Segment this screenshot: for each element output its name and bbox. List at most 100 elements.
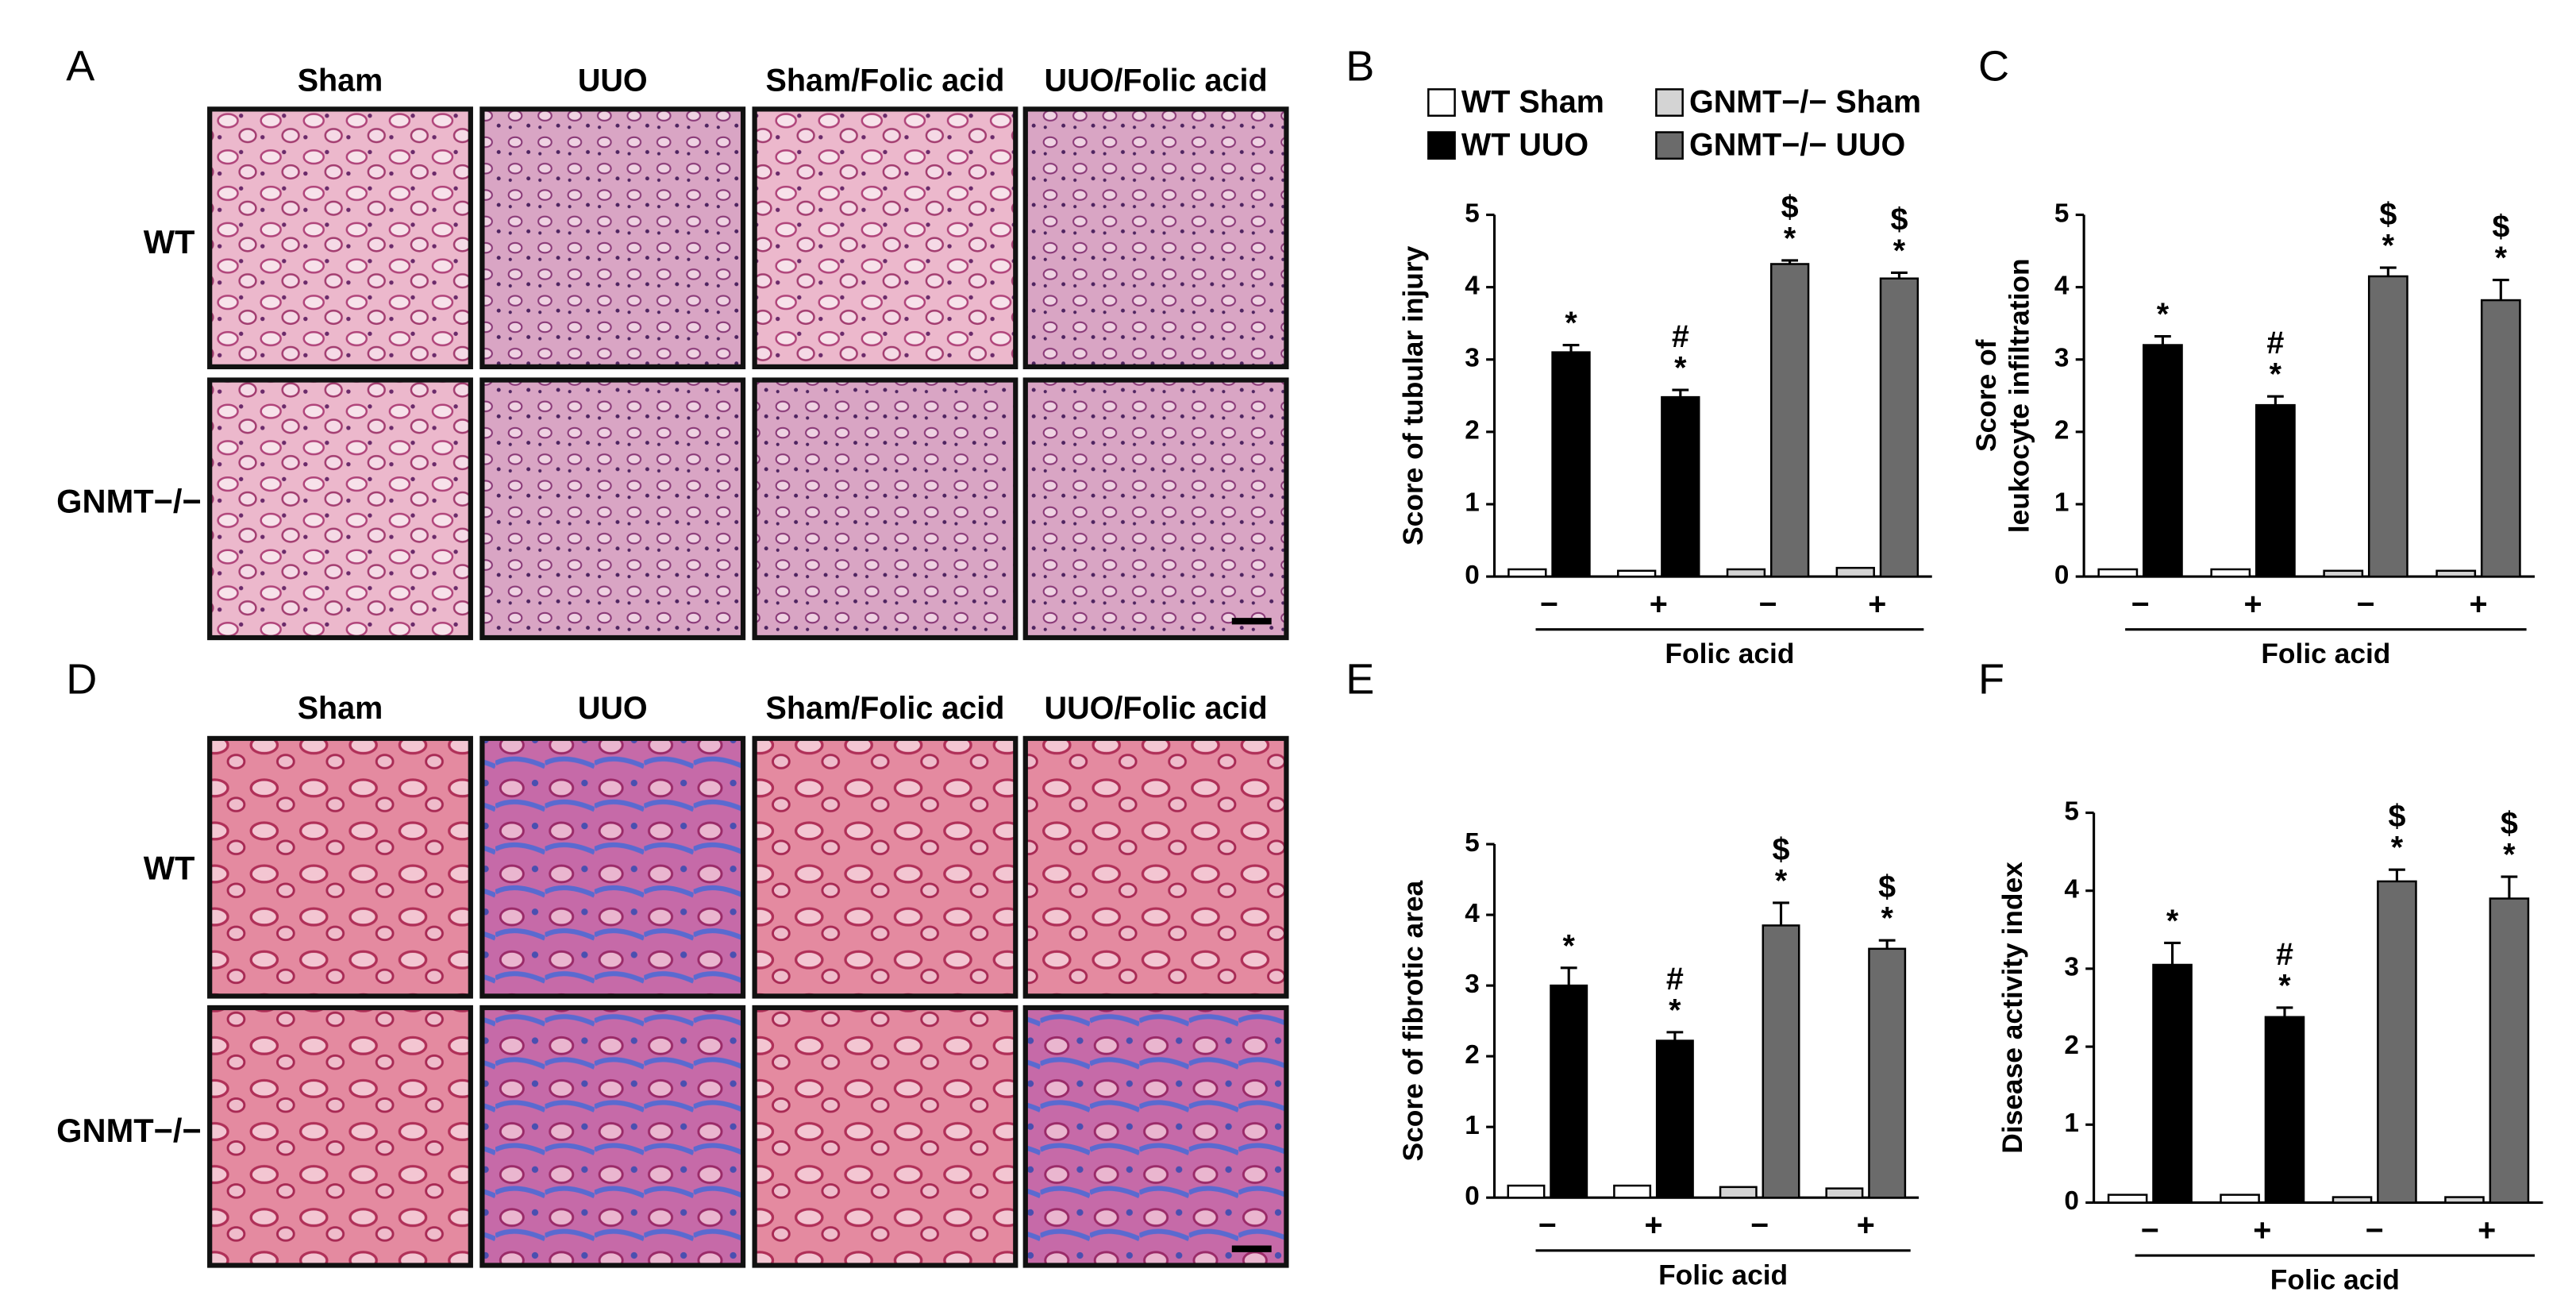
y-tick-label: 5 [1465, 199, 1480, 228]
y-axis-label: leukocyte infiltration [2004, 258, 2035, 533]
legend-label: GNMT−/− UUO [1689, 128, 1905, 163]
bar [2210, 568, 2251, 578]
significance-mark: $ [2492, 209, 2509, 244]
micrographs [207, 735, 1289, 1268]
micrograph [207, 106, 473, 370]
y-tick-label: 4 [1465, 271, 1480, 300]
significance-mark: * [1784, 221, 1796, 256]
y-tick-label: 3 [1465, 970, 1480, 999]
panel-label: B [1346, 43, 1374, 91]
micrographs [207, 106, 1289, 641]
x-axis-label: Folic acid [1665, 638, 1794, 669]
x-tick-label: − [1540, 587, 1558, 622]
significance-mark: * [2391, 831, 2404, 866]
significance-mark: * [2382, 229, 2395, 264]
x-tick-label: − [2366, 1213, 2384, 1248]
significance-mark: * [1563, 928, 1576, 963]
micrograph [752, 377, 1018, 641]
bar [2254, 403, 2296, 578]
x-tick-label: − [1750, 1208, 1769, 1243]
y-tick-label: 2 [1465, 1040, 1480, 1070]
significance-mark: $ [1773, 832, 1790, 867]
bar [2377, 880, 2417, 1204]
significance-mark: $ [1878, 870, 1896, 904]
micrograph [479, 735, 746, 999]
y-tick-label: 4 [2054, 271, 2070, 300]
significance-mark: * [2157, 297, 2170, 332]
significance-mark: * [1775, 863, 1788, 898]
x-tick-label: − [2141, 1213, 2159, 1248]
bar [1551, 351, 1591, 578]
column-header: UUO/Folic acid [1045, 64, 1268, 98]
bar [1769, 263, 1810, 578]
x-tick-label: + [1868, 587, 1886, 622]
bar [2152, 963, 2193, 1204]
bar [1655, 1039, 1694, 1199]
micrograph [752, 735, 1018, 999]
column-header: UUO/Folic acid [1045, 691, 1268, 726]
x-tick-label: − [1758, 587, 1777, 622]
row-label: WT [144, 849, 195, 886]
panel-label: A [66, 43, 94, 91]
column-header: Sham/Folic acid [766, 64, 1005, 98]
bar [1879, 277, 1919, 578]
column-header: Sham [298, 691, 383, 726]
legend-swatch [1427, 131, 1456, 160]
y-tick-label: 1 [2064, 1109, 2079, 1138]
x-axis-label: Folic acid [1658, 1259, 1788, 1290]
bar [1868, 947, 1907, 1199]
significance-mark: * [2503, 838, 2516, 873]
x-tick-label: + [2244, 587, 2262, 622]
column-header: UUO [578, 691, 648, 726]
bar [1613, 1184, 1652, 1199]
x-tick-label: + [2469, 587, 2487, 622]
bar [1719, 1186, 1758, 1199]
column-header: UUO [578, 64, 648, 98]
significance-mark: $ [2379, 197, 2397, 232]
column-header: Sham/Folic acid [766, 691, 1005, 726]
y-tick-label: 1 [1465, 488, 1480, 518]
bar [2435, 569, 2477, 578]
micrograph [479, 106, 746, 370]
legend-swatch [1655, 131, 1684, 160]
micrograph [207, 377, 473, 641]
bar [2367, 275, 2409, 578]
y-tick-label: 2 [2064, 1031, 2079, 1060]
y-axis-label: Disease activity index [1997, 862, 2028, 1154]
significance-mark: $ [1781, 190, 1799, 225]
y-tick-label: 1 [1465, 1111, 1480, 1140]
y-tick-label: 0 [2054, 561, 2070, 590]
y-axis-label: Score of tubular injury [1398, 245, 1429, 546]
significance-mark: * [1881, 901, 1893, 936]
significance-mark: $ [2388, 799, 2405, 834]
panel-label: D [66, 655, 97, 703]
legend-swatch [1655, 88, 1684, 117]
significance-mark: * [1893, 233, 1906, 268]
y-tick-label: 3 [2054, 344, 2070, 373]
bar [2264, 1016, 2305, 1204]
bar [1616, 569, 1657, 578]
x-tick-label: − [2357, 587, 2375, 622]
bar [2480, 299, 2521, 578]
significance-mark: # [2266, 326, 2284, 361]
significance-mark: # [2276, 937, 2293, 972]
legend-label: WT UUO [1461, 128, 1588, 163]
x-axis-label: Folic acid [2261, 638, 2390, 669]
x-axis-label: Folic acid [2270, 1265, 2400, 1296]
significance-mark: * [1669, 993, 1681, 1028]
y-tick-label: 0 [2064, 1186, 2079, 1216]
bar [1550, 984, 1588, 1199]
row-label: GNMT−/− [56, 1112, 202, 1149]
legend-label: WT Sham [1461, 85, 1604, 120]
significance-mark: # [1672, 319, 1689, 354]
bar [1726, 568, 1766, 578]
bar [1507, 568, 1547, 578]
bar [1825, 1187, 1864, 1199]
bar [2143, 344, 2183, 578]
bar [2220, 1194, 2260, 1204]
micrograph [752, 1005, 1018, 1268]
x-tick-label: − [1538, 1208, 1557, 1243]
micrograph [752, 106, 1018, 370]
bar [1762, 924, 1800, 1199]
